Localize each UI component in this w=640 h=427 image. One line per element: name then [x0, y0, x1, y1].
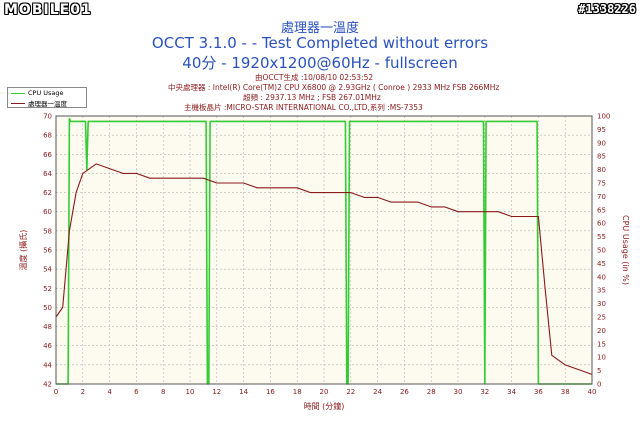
- x-tick-label: 18: [293, 388, 302, 396]
- y-tick-label-right: 25: [597, 314, 606, 322]
- x-tick-label: 10: [186, 388, 195, 396]
- y-tick-label-left: 54: [43, 266, 52, 274]
- x-tick-label: 22: [346, 388, 355, 396]
- y-tick-label-right: 100: [597, 113, 610, 121]
- legend-label-temperature: 處理器一溫度: [28, 100, 67, 108]
- legend-swatch-cpu-usage: [11, 92, 25, 94]
- x-tick-label: 6: [134, 388, 139, 396]
- y-tick-label-right: 15: [597, 340, 606, 348]
- legend-item-cpu-usage: CPU Usage: [11, 89, 64, 97]
- x-tick-label: 40: [588, 388, 597, 396]
- x-tick-label: 26: [400, 388, 409, 396]
- legend-item-temperature: 處理器一溫度: [11, 98, 67, 108]
- series-line-temperature: [55, 163, 593, 375]
- chart-title-line-3: 40分 - 1920x1200@60Hz - fullscreen: [182, 54, 458, 72]
- grid: [55, 115, 593, 385]
- x-tick-label: 14: [239, 388, 248, 396]
- y-tick-label-left: 50: [43, 304, 52, 312]
- y-tick-label-right: 55: [597, 233, 606, 241]
- x-tick-label: 38: [561, 388, 570, 396]
- watermark-id: #1338226: [578, 2, 636, 16]
- y-tick-label-left: 46: [43, 342, 52, 350]
- ticks: 0 2 4 6 8 10 12 14 16 18 20 22 24 26 28 30 32 34 36 38 40424…: [43, 113, 610, 397]
- y-tick-label-right: 10: [597, 354, 606, 362]
- info-generated: 由OCCT生成 :10/08/10 02:53:52: [255, 73, 374, 82]
- x-tick-label: 20: [320, 388, 329, 396]
- y-tick-label-right: 85: [597, 153, 606, 161]
- y-tick-label-right: 90: [597, 139, 606, 147]
- y-tick-label-left: 66: [43, 151, 52, 159]
- y-tick-label-left: 52: [43, 285, 52, 293]
- y-tick-label-left: 68: [43, 132, 52, 140]
- chart-title-line-2: OCCT 3.1.0 - - Test Completed without er…: [151, 34, 489, 52]
- x-tick-label: 4: [107, 388, 112, 396]
- y-tick-label-right: 5: [597, 367, 601, 375]
- y-tick-label-right: 0: [597, 381, 601, 389]
- watermark-logo: MOBILE01: [4, 2, 92, 18]
- x-tick-label: 28: [427, 388, 436, 396]
- y-tick-label-left: 60: [43, 208, 52, 216]
- y-tick-label-right: 80: [597, 166, 606, 174]
- info-cpu: 中央處理器 : Intel(R) Core(TM)2 CPU X6800 @ 2…: [168, 83, 500, 92]
- y-tick-label-left: 48: [43, 323, 52, 331]
- y-tick-label-right: 50: [597, 247, 606, 255]
- y-tick-label-right: 60: [597, 220, 606, 228]
- plot-frame: [55, 115, 593, 385]
- y-tick-label-right: 70: [597, 193, 606, 201]
- x-tick-label: 34: [507, 388, 516, 396]
- y-tick-label-right: 95: [597, 126, 606, 134]
- x-tick-label: 8: [161, 388, 165, 396]
- y-tick-label-right: 30: [597, 300, 606, 308]
- y-tick-label-left: 62: [43, 189, 52, 197]
- legend: CPU Usage 處理器一溫度: [7, 87, 87, 108]
- y-tick-label-left: 64: [43, 170, 52, 178]
- x-tick-label: 0: [54, 388, 58, 396]
- y-tick-label-left: 58: [43, 227, 52, 235]
- x-tick-label: 36: [534, 388, 543, 396]
- y-tick-label-right: 40: [597, 273, 606, 281]
- x-tick-label: 30: [454, 388, 463, 396]
- info-motherboard: 主機板晶片 :MICRO-STAR INTERNATIONAL CO.,LTD,…: [184, 103, 423, 112]
- y-tick-label-right: 45: [597, 260, 606, 268]
- series-layer: [55, 117, 593, 385]
- x-axis-label: 時間 (分鐘): [304, 401, 345, 411]
- y-tick-label-left: 42: [43, 381, 52, 389]
- y-tick-label-left: 70: [43, 113, 52, 121]
- series-line-cpu-usage: [56, 117, 592, 385]
- x-tick-label: 24: [373, 388, 382, 396]
- x-tick-label: 2: [81, 388, 85, 396]
- legend-label-cpu-usage: CPU Usage: [28, 89, 64, 97]
- y-tick-label-right: 35: [597, 287, 606, 295]
- x-tick-label: 32: [480, 388, 489, 396]
- chart-title-line-1: 處理器一溫度: [280, 21, 359, 36]
- y-tick-label-right: 20: [597, 327, 606, 335]
- legend-swatch-temperature: [11, 102, 25, 104]
- x-tick-label: 12: [212, 388, 221, 396]
- y-tick-label-right: 75: [597, 180, 606, 188]
- y-axis-label-left: 溫度 (攝氏): [18, 230, 28, 271]
- y-tick-label-left: 44: [43, 361, 52, 369]
- y-tick-label-left: 56: [43, 247, 52, 255]
- y-axis-label-right: CPU Usage (in %): [621, 215, 630, 285]
- x-tick-label: 16: [266, 388, 275, 396]
- y-tick-label-right: 65: [597, 206, 606, 214]
- info-overclock: 超頻 : 2937.13 MHz ; FSB 267.01MHz: [243, 93, 381, 102]
